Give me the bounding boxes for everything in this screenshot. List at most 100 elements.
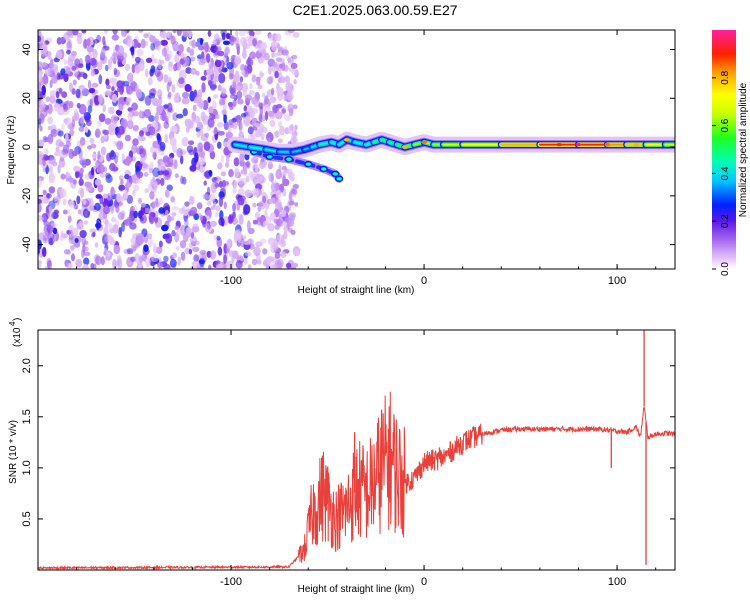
noise-speckle (84, 54, 91, 64)
noise-speckle (50, 222, 57, 228)
noise-speckle (157, 261, 163, 269)
noise-speckle (227, 101, 233, 107)
noise-speckle (257, 84, 263, 90)
noise-speckle (170, 216, 175, 222)
noise-speckle (188, 195, 195, 205)
noise-speckle (262, 220, 269, 227)
noise-speckle (73, 165, 81, 172)
noise-speckle (69, 129, 75, 136)
noise-speckle (126, 248, 134, 255)
noise-speckle (260, 238, 267, 244)
noise-speckle (73, 70, 79, 76)
noise-speckle (290, 262, 299, 268)
noise-speckle (112, 258, 117, 269)
noise-speckle (82, 263, 89, 269)
noise-speckle (83, 257, 90, 266)
noise-speckle (96, 220, 100, 231)
noise-speckle (290, 229, 296, 235)
noise-speckle (110, 186, 115, 196)
noise-speckle (112, 30, 118, 35)
noise-speckle (259, 161, 266, 169)
noise-speckle (66, 41, 73, 52)
noise-speckle (268, 64, 272, 75)
noise-speckle (287, 30, 295, 34)
noise-speckle (180, 155, 184, 165)
noise-speckle (140, 38, 146, 49)
noise-speckle (253, 158, 258, 164)
noise-speckle (62, 209, 68, 215)
noise-speckle (188, 30, 192, 39)
noise-speckle (116, 194, 121, 203)
noise-speckle (48, 210, 54, 221)
noise-speckle (72, 79, 77, 86)
noise-speckle (167, 63, 174, 72)
noise-speckle (59, 37, 66, 44)
noise-speckle (104, 118, 112, 125)
noise-speckle (176, 61, 182, 72)
noise-speckle (99, 173, 106, 178)
noise-speckle (67, 58, 73, 66)
noise-speckle (193, 89, 197, 98)
noise-speckle (287, 56, 293, 66)
noise-speckle (132, 156, 136, 162)
noise-speckle (190, 265, 198, 269)
noise-speckle (275, 189, 282, 199)
noise-speckle (176, 228, 182, 236)
y-tick-label: 0 (21, 144, 33, 150)
noise-speckle (250, 133, 258, 140)
noise-speckle (137, 134, 141, 140)
noise-speckle (193, 213, 200, 221)
noise-speckle (79, 71, 86, 78)
noise-speckle (245, 160, 251, 169)
noise-speckle (122, 80, 130, 87)
noise-speckle (162, 170, 169, 176)
snr-line-group (38, 330, 675, 570)
noise-speckle (285, 81, 292, 92)
noise-speckle (151, 201, 155, 210)
noise-speckle (58, 87, 63, 94)
noise-speckle (222, 40, 231, 46)
noise-speckle (118, 142, 123, 149)
noise-speckle (227, 128, 232, 133)
noise-speckle (140, 202, 146, 208)
noise-speckle (56, 72, 61, 81)
noise-speckle (212, 100, 217, 110)
noise-speckle (217, 130, 225, 136)
noise-speckle (286, 90, 294, 101)
noise-speckle (60, 68, 66, 76)
noise-speckle (63, 59, 68, 65)
noise-speckle (181, 205, 186, 214)
noise-speckle (254, 122, 261, 128)
noise-speckle (71, 150, 78, 157)
noise-speckle (38, 35, 42, 43)
noise-speckle (258, 102, 264, 110)
noise-speckle (138, 256, 144, 263)
noise-speckle (41, 62, 48, 67)
noise-speckle (49, 164, 53, 176)
noise-speckle (228, 73, 234, 80)
noise-speckle (216, 37, 223, 43)
noise-speckle (281, 165, 287, 171)
noise-speckle (61, 91, 68, 98)
noise-speckle (42, 189, 47, 196)
noise-speckle (48, 62, 55, 71)
noise-speckle (58, 188, 67, 199)
noise-speckle (251, 188, 259, 197)
y-tick-label: 1.0 (21, 460, 33, 475)
ridge-peak (421, 140, 428, 144)
snr-axes: -100 0 100 0.5 1.0 1.5 2.0 (21, 330, 675, 588)
noise-speckle (38, 72, 42, 82)
noise-speckle (97, 183, 104, 193)
noise-speckle (39, 113, 45, 124)
noise-speckle (87, 79, 92, 90)
noise-speckle (98, 113, 106, 123)
noise-speckle (149, 178, 154, 185)
noise-speckle (167, 76, 172, 83)
noise-speckle (134, 56, 141, 63)
noise-speckle (147, 77, 153, 86)
noise-speckle (67, 209, 71, 214)
colorbar-label: Normalized spectral amplitude (738, 82, 749, 217)
noise-speckle (184, 201, 190, 207)
noise-speckle (270, 41, 278, 47)
noise-speckle (153, 183, 158, 190)
